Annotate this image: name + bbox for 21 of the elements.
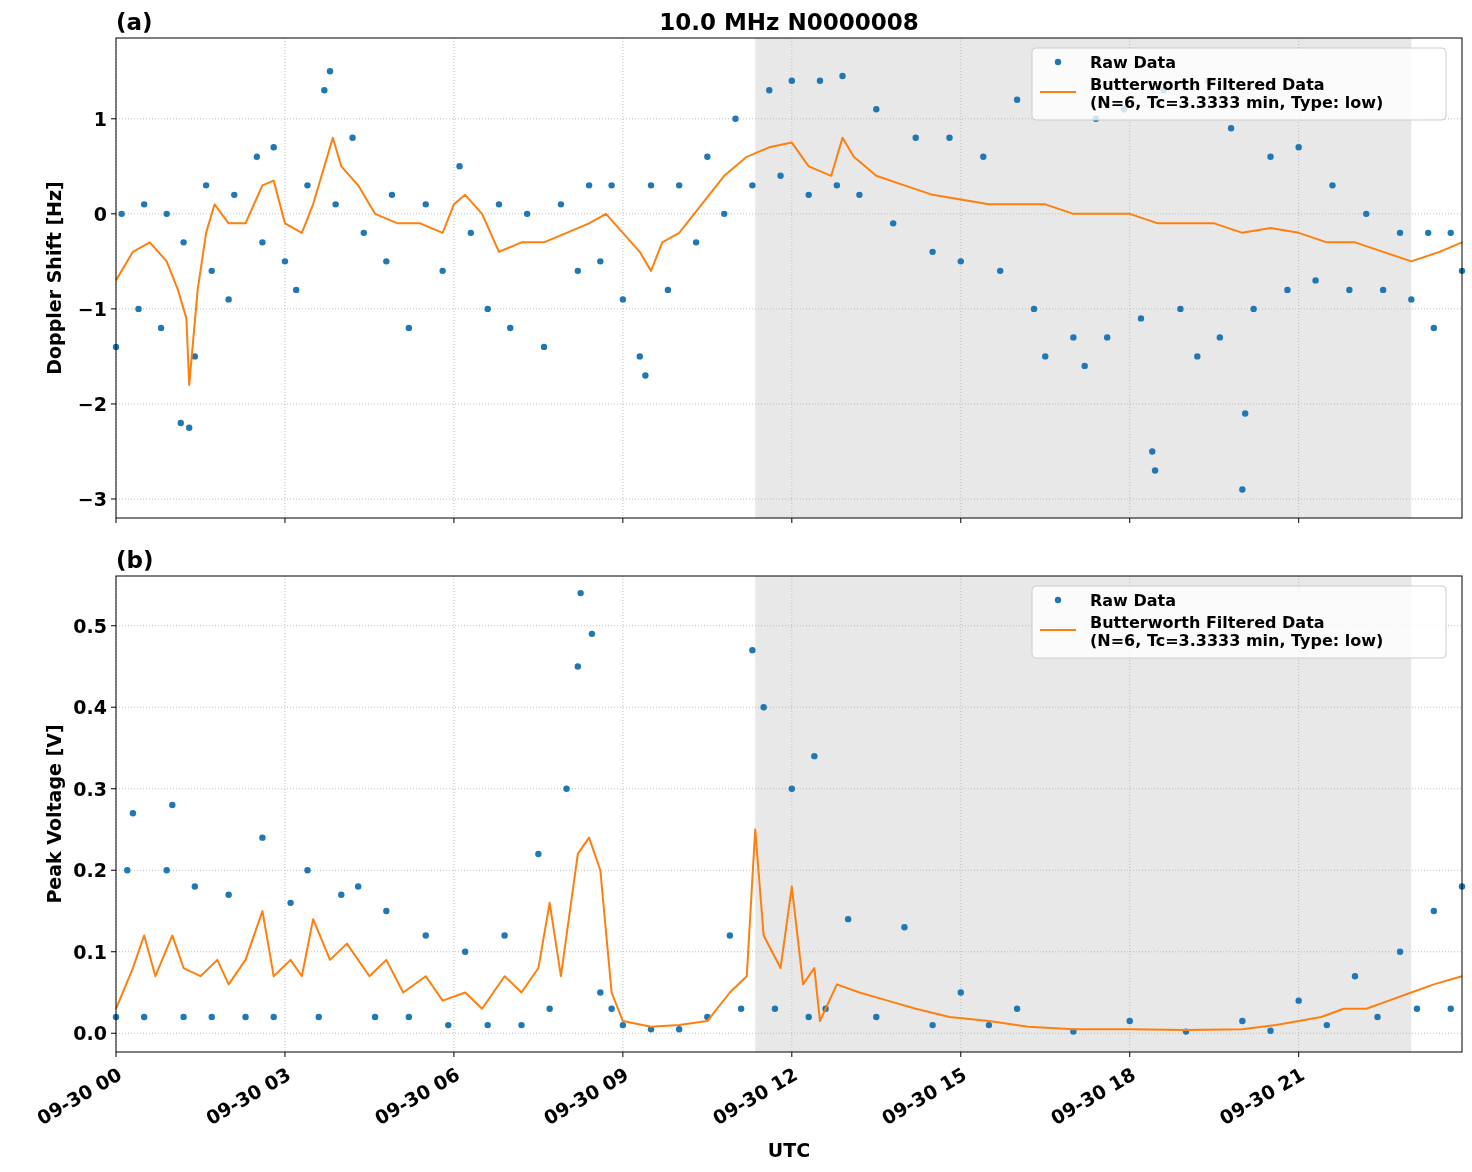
x-axis-title: UTC <box>767 1139 811 1161</box>
legend-label: Raw Data <box>1090 52 1176 72</box>
chart-title: 10.0 MHz N0000008 <box>659 9 919 35</box>
text: (b) <box>116 547 154 573</box>
y-tick-label: 0.4 <box>73 696 107 719</box>
y-axis-title: Peak Voltage [V] <box>43 724 65 904</box>
legend-label: Butterworth Filtered Data (N=6, Tc=3.3333 min, Type: low) <box>1090 612 1384 650</box>
y-axis-title: Doppler Shift [Hz] <box>43 181 65 375</box>
y-tick-label: 1 <box>93 107 107 130</box>
y-tick-label: −2 <box>77 392 107 415</box>
y-tick-label: 0.1 <box>73 940 107 963</box>
text: (a) <box>116 9 153 35</box>
y-tick-label: 0.3 <box>73 777 107 800</box>
y-tick-label: 0 <box>93 202 107 225</box>
y-tick-label: 0.0 <box>73 1022 107 1045</box>
y-tick-label: 0.2 <box>73 859 107 882</box>
legend-label: Raw Data <box>1090 590 1176 610</box>
y-tick-label: 0.5 <box>73 614 107 637</box>
y-tick-label: −1 <box>77 297 107 320</box>
legend-label: Butterworth Filtered Data (N=6, Tc=3.3333 min, Type: low) <box>1090 74 1384 112</box>
y-tick-label: −3 <box>77 487 107 510</box>
